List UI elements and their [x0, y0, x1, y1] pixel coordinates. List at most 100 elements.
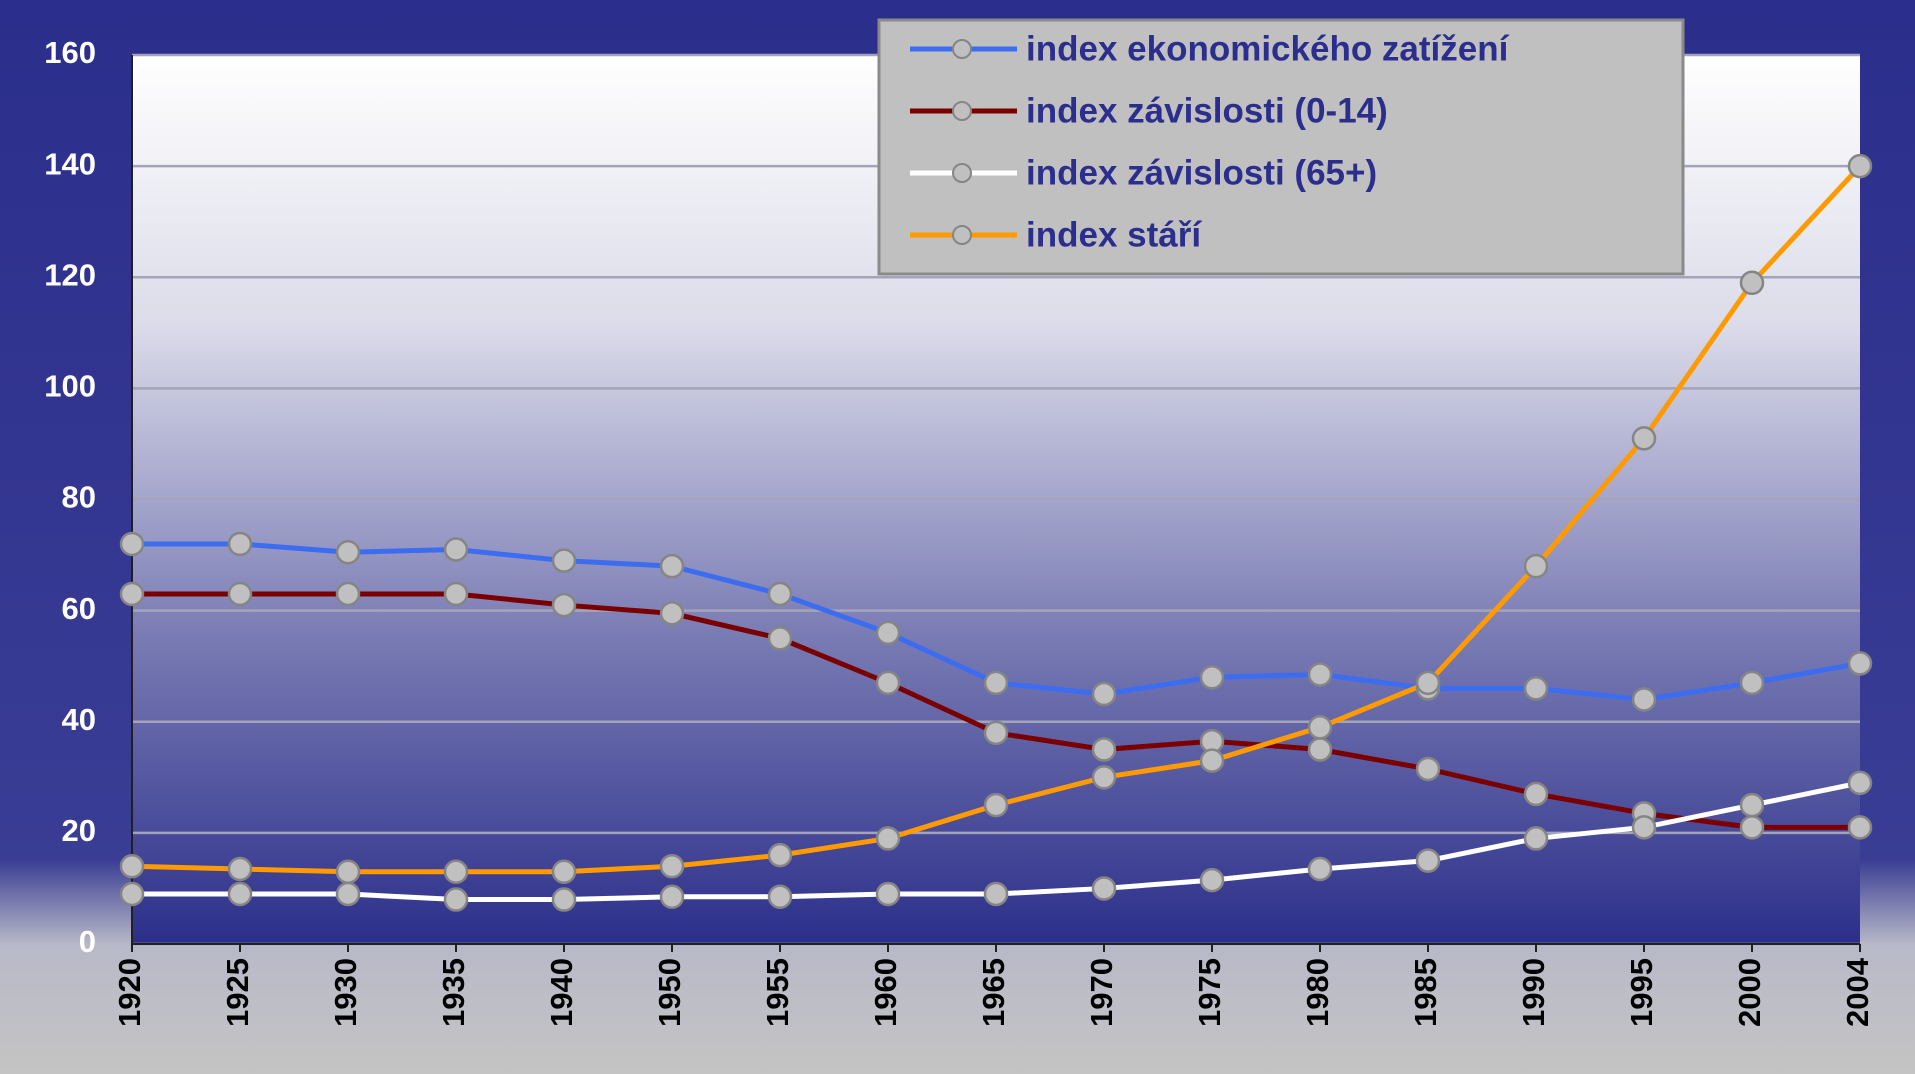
x-tick-label: 1950	[652, 958, 687, 1027]
legend-marker	[952, 101, 972, 121]
data-point	[1091, 681, 1117, 707]
x-tick-label: 1920	[112, 958, 147, 1027]
y-tick-label: 60	[62, 591, 96, 626]
y-tick-label: 160	[44, 35, 96, 70]
data-point	[875, 620, 901, 646]
data-point	[335, 581, 361, 607]
x-tick-label: 1975	[1192, 958, 1227, 1027]
data-point	[767, 884, 793, 910]
data-point	[551, 859, 577, 885]
x-tick-label: 2000	[1732, 958, 1767, 1027]
y-tick-label: 120	[44, 257, 96, 292]
data-point	[1847, 815, 1873, 840]
data-point	[1523, 676, 1549, 701]
data-point	[767, 626, 793, 651]
legend-marker	[952, 39, 972, 59]
y-tick-label: 140	[44, 146, 96, 181]
legend-label: index ekonomického zatížení	[1026, 29, 1510, 68]
x-tick-label: 1965	[976, 958, 1011, 1027]
y-tick-label: 20	[62, 813, 96, 848]
data-point	[1199, 867, 1225, 893]
data-point	[1631, 815, 1657, 840]
data-point	[1091, 765, 1117, 790]
data-point	[119, 581, 145, 607]
x-tick-label: 1940	[544, 958, 579, 1027]
x-tick-label: 1995	[1624, 958, 1659, 1027]
data-point	[659, 553, 685, 579]
data-point	[1307, 737, 1333, 762]
data-point	[1415, 848, 1441, 873]
x-tick-label: 1980	[1300, 958, 1335, 1027]
y-tick-label: 0	[79, 924, 96, 959]
data-point	[1091, 876, 1117, 901]
data-point	[119, 881, 145, 907]
data-point	[1739, 792, 1765, 818]
data-point	[1091, 737, 1117, 762]
data-point	[1631, 687, 1657, 712]
legend-marker	[952, 225, 972, 245]
data-point	[443, 859, 469, 885]
x-tick-label: 1935	[436, 958, 471, 1027]
x-tick-label: 1960	[868, 958, 903, 1027]
data-point	[551, 592, 577, 618]
x-tick-label: 1990	[1516, 958, 1551, 1027]
data-point	[335, 881, 361, 907]
data-point	[983, 792, 1009, 818]
data-point	[1415, 670, 1441, 696]
data-point	[875, 881, 901, 907]
data-point	[1739, 815, 1765, 840]
data-point	[983, 670, 1009, 696]
legend-label: index stáří	[1026, 215, 1202, 254]
x-tick-label: 1970	[1084, 958, 1119, 1027]
y-tick-label: 40	[62, 702, 96, 737]
data-point	[659, 601, 685, 626]
y-tick-label: 80	[62, 480, 96, 515]
data-point	[659, 853, 685, 879]
data-point	[1631, 426, 1657, 451]
data-point	[1523, 781, 1549, 807]
y-tick-label: 100	[44, 369, 96, 404]
data-point	[1199, 748, 1225, 773]
data-point	[1415, 756, 1441, 782]
data-point	[335, 540, 361, 565]
data-point	[119, 853, 145, 879]
data-point	[983, 720, 1009, 746]
x-tick-label: 1930	[328, 958, 363, 1027]
x-tick-label: 1985	[1408, 958, 1443, 1027]
data-point	[1523, 826, 1549, 851]
data-point	[227, 531, 253, 557]
data-point	[875, 826, 901, 851]
data-point	[227, 581, 253, 607]
data-point	[1847, 651, 1873, 676]
legend-label: index závislosti (65+)	[1026, 153, 1377, 192]
data-point	[875, 670, 901, 696]
data-point	[1307, 715, 1333, 740]
data-point	[767, 842, 793, 868]
data-point	[1847, 770, 1873, 796]
data-point	[1307, 856, 1333, 882]
data-point	[1739, 670, 1765, 696]
data-point	[1523, 553, 1549, 579]
data-point	[1739, 270, 1765, 296]
x-tick-label: 1925	[220, 958, 255, 1027]
data-point	[1847, 153, 1873, 179]
data-point	[1199, 665, 1225, 690]
data-point	[227, 881, 253, 907]
data-point	[443, 537, 469, 562]
x-tick-label: 1955	[760, 958, 795, 1027]
data-point	[767, 581, 793, 607]
data-point	[335, 859, 361, 885]
data-point	[443, 887, 469, 912]
data-point	[551, 548, 577, 573]
data-point	[443, 581, 469, 607]
data-point	[983, 881, 1009, 907]
data-point	[119, 531, 145, 557]
data-point	[551, 887, 577, 912]
legend-marker	[952, 163, 972, 183]
x-tick-label: 2004	[1840, 957, 1875, 1027]
legend-label: index závislosti (0-14)	[1026, 91, 1388, 130]
legend-box	[877, 18, 1685, 276]
data-point	[659, 884, 685, 910]
